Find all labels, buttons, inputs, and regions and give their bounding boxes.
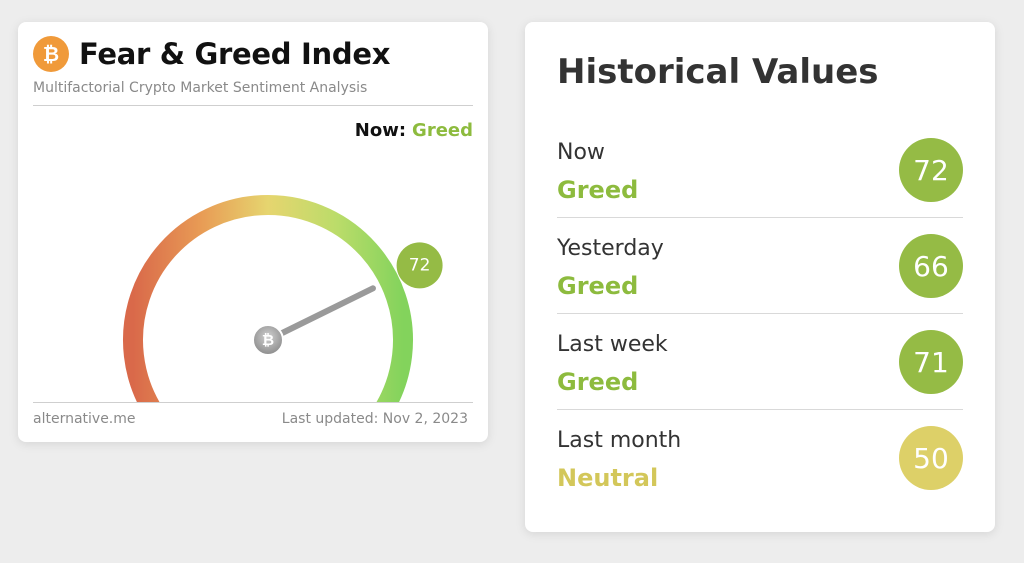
gauge-arc: [123, 195, 413, 402]
row-divider: [557, 409, 963, 410]
history-label: Greed: [557, 368, 639, 396]
gauge-value-text: 72: [409, 255, 431, 275]
history-label: Neutral: [557, 464, 659, 492]
history-label: Greed: [557, 272, 639, 300]
row-divider: [557, 217, 963, 218]
fear-greed-card: ₿ Fear & Greed Index Multifactorial Cryp…: [18, 22, 488, 442]
history-period: Last week: [557, 332, 668, 357]
historical-values-title: Historical Values: [557, 52, 879, 92]
history-value-badge: 71: [899, 330, 963, 394]
history-row-last-month: Last month Neutral 50: [557, 410, 963, 506]
history-row-now: Now Greed 72: [557, 122, 963, 218]
history-row-yesterday: Yesterday Greed 66: [557, 218, 963, 314]
history-period: Now: [557, 140, 605, 165]
fear-greed-subtitle: Multifactorial Crypto Market Sentiment A…: [33, 80, 368, 96]
history-label: Greed: [557, 176, 639, 204]
now-value: Greed: [412, 120, 473, 141]
history-period: Last month: [557, 428, 682, 453]
gauge-value-badge: 72: [396, 242, 443, 289]
needle-hub-icon: ₿: [252, 324, 284, 356]
now-label: Now:: [354, 120, 407, 141]
fear-greed-gauge: ₿ 72: [123, 195, 443, 402]
history-value-badge: 50: [899, 426, 963, 490]
source-link[interactable]: alternative.me: [33, 411, 136, 427]
history-value-badge: 72: [899, 138, 963, 202]
history-period: Yesterday: [557, 236, 664, 261]
last-updated: Last updated: Nov 2, 2023: [281, 411, 468, 427]
fear-greed-title: Fear & Greed Index: [79, 37, 391, 71]
history-row-last-week: Last week Greed 71: [557, 314, 963, 410]
fear-greed-header: ₿ Fear & Greed Index: [33, 36, 390, 72]
history-value-badge: 66: [899, 234, 963, 298]
footer-divider: [33, 402, 473, 403]
now-status: Now: Greed: [355, 120, 473, 141]
header-divider: [33, 105, 473, 106]
historical-values-card: Historical Values Now Greed 72 Yesterday…: [525, 22, 995, 532]
bitcoin-logo-icon: ₿: [33, 36, 69, 72]
gauge-needle: [265, 285, 376, 343]
row-divider: [557, 313, 963, 314]
svg-text:₿: ₿: [262, 331, 274, 349]
